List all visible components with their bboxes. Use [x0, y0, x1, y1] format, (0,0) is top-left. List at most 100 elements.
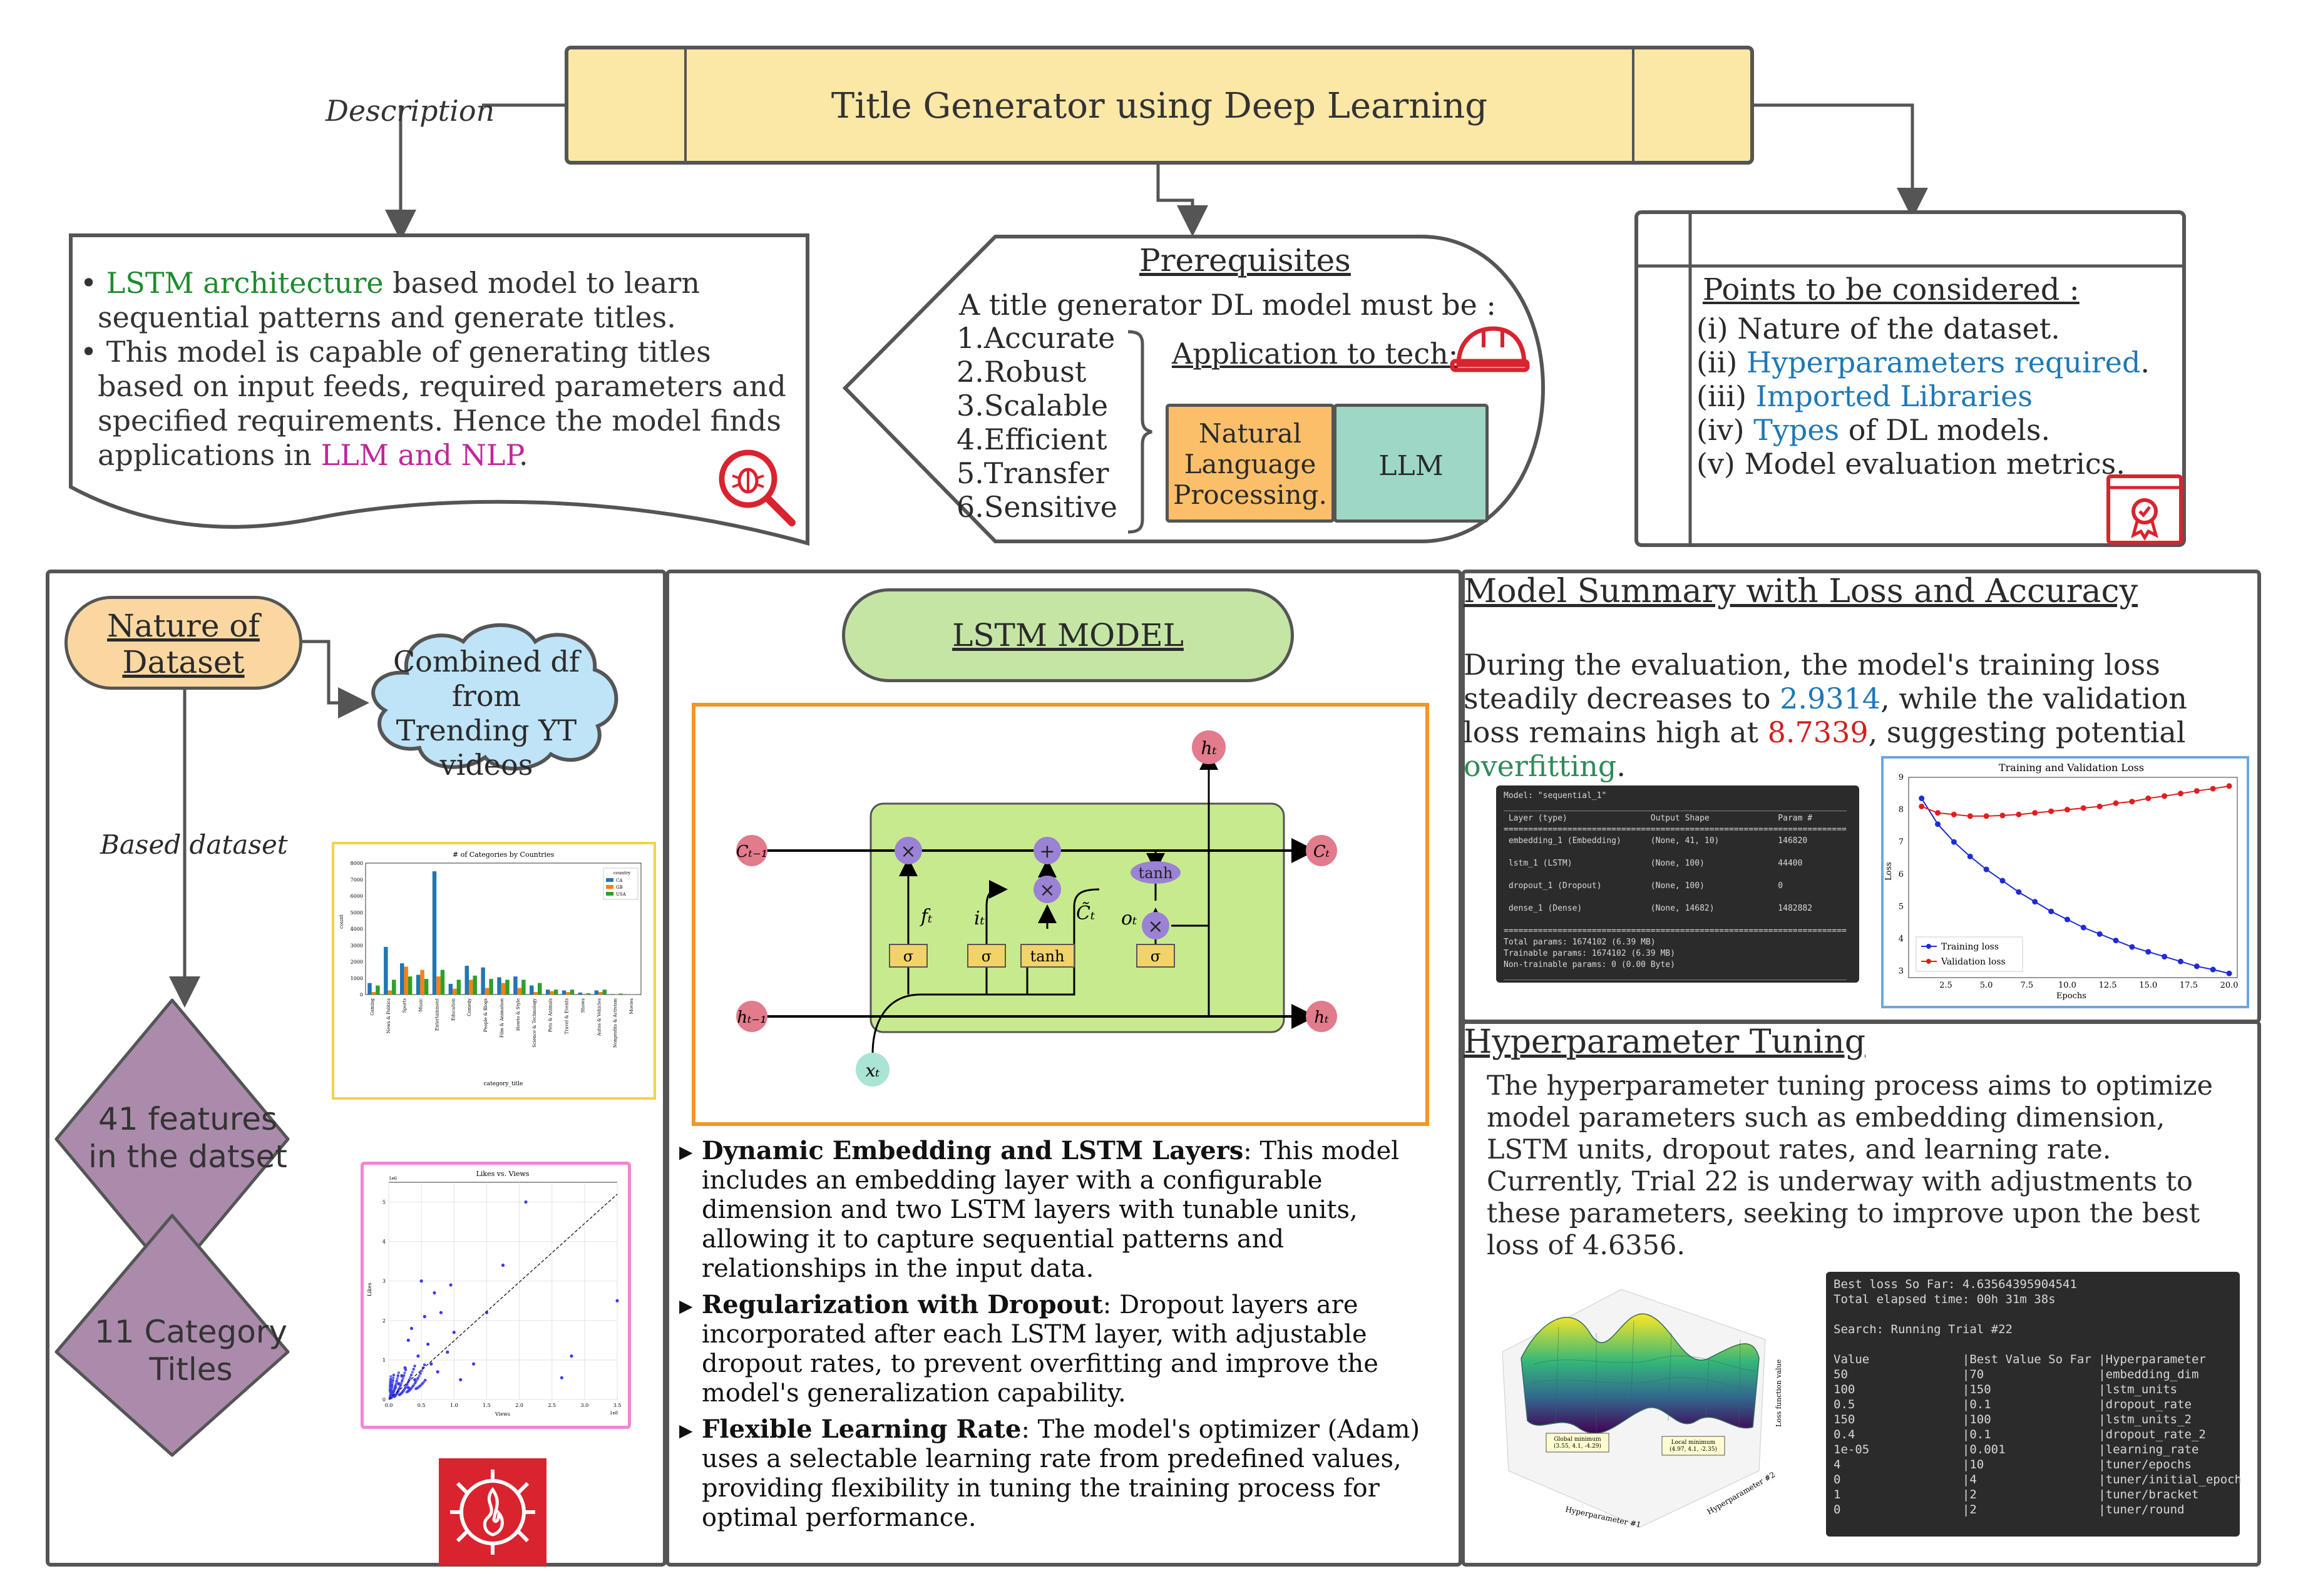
bar	[469, 980, 473, 995]
scatter-point	[402, 1389, 405, 1393]
x-scale-label: 1e8	[610, 1411, 618, 1416]
scatter-point	[416, 1377, 419, 1380]
x-axis-label: category_title	[484, 1081, 523, 1087]
scatter-point	[471, 1362, 476, 1366]
list-item: 4.Efficient	[957, 422, 1107, 456]
scatter-point	[615, 1299, 619, 1302]
c-prev-label: Cₜ₋₁	[736, 842, 767, 861]
scatter-point	[398, 1388, 401, 1391]
x-tick-label: 2.5	[548, 1403, 556, 1408]
bar	[602, 990, 607, 995]
hyperparameter-heading: Hyperparameter Tuning	[1464, 1023, 1866, 1061]
y-tick-label: 6	[1899, 870, 1904, 879]
lstm-cell-diagram: Cₜ₋₁ Cₜ hₜ₋₁ hₜ hₜ xₜ × + × × tanh σ σ t…	[736, 730, 1337, 1087]
x-tick-label: Howto & Style	[516, 998, 521, 1031]
scatter-point	[390, 1389, 394, 1393]
x-tick-label: 5.0	[1980, 981, 1993, 990]
x-tick-label: Shows	[580, 998, 585, 1013]
scatter-point	[396, 1377, 399, 1380]
scatter-point	[403, 1366, 407, 1370]
y-tick-label: 5	[382, 1200, 386, 1205]
list-item: (ii) Hyperparameters required.	[1696, 345, 2150, 379]
h-prev-label: hₜ₋₁	[737, 1008, 766, 1027]
list-item: ▶ Flexible Learning Rate: The model's op…	[679, 1414, 1420, 1532]
x-t-label: xₜ	[866, 1060, 880, 1081]
scatter-point	[412, 1368, 415, 1371]
scatter-point	[397, 1382, 401, 1386]
scatter-point	[411, 1384, 414, 1388]
f-t-label: fₜ	[920, 906, 933, 928]
bar	[614, 994, 619, 995]
scatter-point	[426, 1343, 430, 1346]
series-point	[2177, 790, 2183, 797]
bar	[570, 990, 575, 995]
sigma-gate: σ	[1151, 948, 1161, 965]
x-tick-label: Movies	[629, 998, 634, 1015]
y-tick-label: 0	[360, 992, 363, 998]
plot-frame	[1908, 777, 2238, 978]
legend-title: country	[613, 871, 630, 876]
bar	[404, 966, 408, 995]
scatter-point	[406, 1383, 409, 1386]
scatter-point	[418, 1374, 421, 1378]
points-heading: Points to be considered :	[1703, 272, 2080, 307]
series-point	[2064, 916, 2070, 923]
prerequisites-title: Prerequisites	[1139, 242, 1351, 279]
nature-of-dataset-oval: Nature of Dataset	[64, 596, 302, 690]
series-point	[1967, 853, 1973, 859]
x-tick-label: Sports	[403, 998, 408, 1013]
bar	[521, 980, 526, 995]
x-axis-label: Views	[495, 1411, 510, 1417]
scatter-point	[389, 1375, 392, 1378]
points-box	[1634, 210, 2186, 547]
list-item: 1.Accurate	[957, 321, 1116, 355]
series-point	[1919, 795, 1925, 802]
training-loss-chart: Training and Validation Loss 2.5 5.0 7.5 10.…	[1881, 756, 2249, 1008]
bar	[566, 992, 570, 995]
y-tick-label: 4000	[351, 926, 363, 932]
scatter-point	[419, 1372, 422, 1375]
scatter-point	[393, 1394, 396, 1398]
chart-title: # of Categories by Countries	[453, 851, 555, 859]
tuner-terminal: Best loss So Far: 4.63564395904541 Total…	[1826, 1272, 2242, 1537]
bar	[481, 967, 485, 995]
prerequisites-list: 1.Accurate 2.Robust 3.Scalable 4.Efficie…	[957, 321, 1117, 524]
bar	[505, 980, 510, 995]
fit-line	[388, 1194, 618, 1400]
series-point	[2129, 944, 2135, 950]
series-point	[2048, 808, 2054, 814]
scatter-point	[392, 1376, 395, 1379]
scatter-point	[409, 1373, 413, 1377]
bar	[517, 988, 522, 995]
page-title: Title Generator using Deep Learning	[831, 86, 1488, 126]
x-tick-label: News & Politics	[386, 998, 391, 1034]
points-list: (i) Nature of the dataset. (ii) Hyperpar…	[1696, 312, 2150, 481]
series-point	[2113, 800, 2119, 806]
times-op: ×	[1147, 916, 1163, 938]
scatter-point	[392, 1373, 396, 1377]
bar	[420, 969, 424, 995]
legend-label: USA	[616, 892, 627, 897]
x-tick-label: 15.0	[2139, 981, 2157, 990]
local-min-label: Local minimum (4.97, 4.1, -2.35)	[1670, 1440, 1717, 1453]
x-tick-label: 10.0	[2058, 981, 2076, 990]
bar	[489, 979, 493, 995]
scatter-point	[439, 1311, 443, 1314]
x-tick-label: 17.5	[2180, 981, 2198, 990]
scatter-point	[407, 1389, 411, 1393]
series-point	[2016, 889, 2022, 895]
y-tick-label: 3	[1899, 967, 1904, 976]
series-point	[2113, 938, 2119, 944]
y-tick-label: 2000	[351, 959, 363, 965]
y-tick-label: 2	[382, 1318, 386, 1324]
x-tick-label: 1.0	[450, 1403, 458, 1408]
x-tick-label: Music	[419, 998, 424, 1012]
x-tick-label: Gaming	[370, 998, 375, 1015]
llm-box: LLM	[1333, 404, 1489, 523]
model-summary-text: During the evaluation, the model's train…	[1464, 648, 2187, 783]
series-point	[2032, 810, 2038, 816]
x-tick-label: Film & Animation	[500, 998, 505, 1038]
bar	[530, 985, 534, 995]
scatter-point	[403, 1371, 406, 1374]
